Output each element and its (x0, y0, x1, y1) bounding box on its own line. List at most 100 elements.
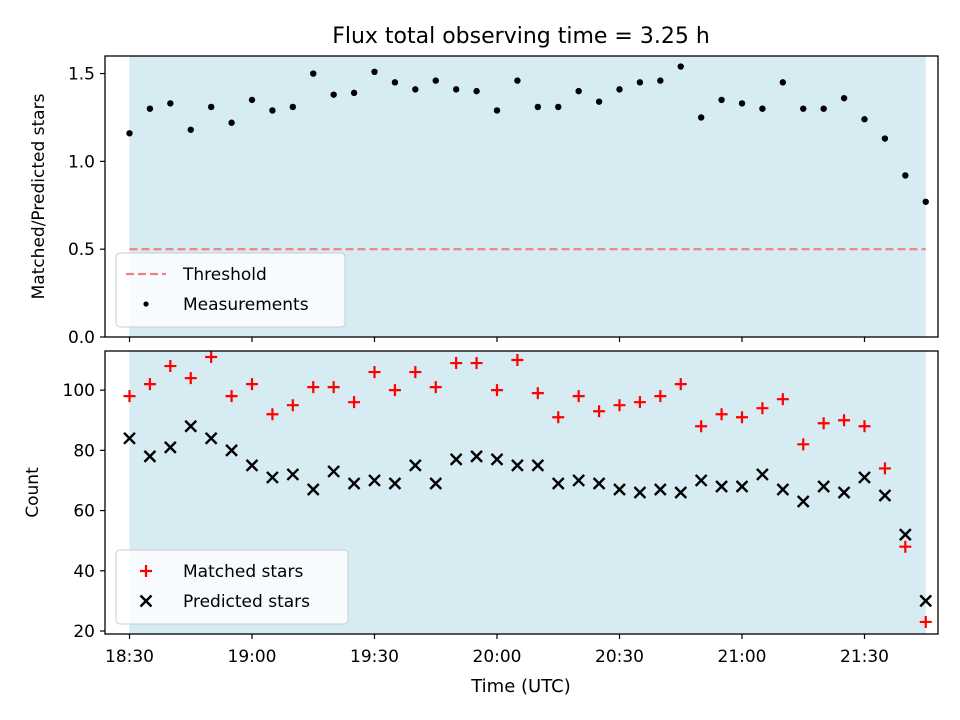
ratio-panel: 0.0 0.5 1.0 1.5 Matched/Predicted stars Thres… (29, 55, 939, 348)
data-point (225, 390, 238, 403)
data-point (592, 477, 606, 490)
data-point (408, 459, 422, 472)
data-point (368, 366, 381, 379)
axes-frame (104, 55, 939, 338)
data-point (391, 79, 399, 86)
data-point (327, 381, 340, 394)
data-point (470, 450, 483, 463)
data-point (248, 96, 256, 104)
data-point (919, 615, 932, 628)
data-point (490, 453, 504, 466)
data-point (167, 100, 174, 107)
data-point (837, 486, 851, 499)
data-point (184, 372, 197, 385)
legend-matched-swatch (140, 565, 152, 577)
data-point (123, 390, 136, 403)
legend-box (115, 549, 349, 625)
data-point (307, 381, 320, 394)
x-tick-label: 20:30 (595, 647, 644, 667)
data-point (371, 68, 378, 76)
x-tick-label: 21:00 (718, 647, 767, 667)
series-matched-stars (123, 351, 932, 628)
data-point (123, 431, 136, 445)
data-point (902, 172, 909, 179)
legend-predicted-swatch (139, 594, 153, 608)
data-point (330, 91, 337, 98)
axes-frame (104, 350, 939, 635)
data-point (511, 459, 524, 472)
data-point (817, 417, 830, 430)
data-point (205, 351, 218, 364)
data-point (738, 100, 746, 107)
x-tick-label: 19:30 (350, 647, 399, 667)
data-point (776, 483, 790, 496)
data-point (347, 477, 361, 490)
legend-label: Predicted stars (183, 592, 310, 612)
data-point (126, 130, 133, 137)
y-tick-label: 0.5 (68, 240, 95, 260)
data-point (657, 77, 664, 84)
data-point (697, 114, 705, 121)
y-tick-label: 0.0 (68, 328, 95, 348)
y-tick-label: 40 (73, 562, 95, 582)
data-point (838, 414, 851, 427)
data-point (306, 483, 320, 496)
data-point (715, 408, 728, 421)
data-point (473, 87, 480, 95)
y-tick-label: 1.0 (68, 152, 95, 172)
data-point (164, 360, 177, 373)
y-tick-label: 20 (73, 622, 95, 642)
data-point (633, 486, 647, 499)
data-point (572, 474, 586, 487)
y-tick-label: 80 (73, 441, 95, 461)
data-point (269, 107, 276, 114)
data-point (184, 419, 198, 433)
data-point (820, 105, 827, 112)
data-point (146, 105, 154, 112)
data-point (840, 94, 848, 102)
data-point (204, 431, 218, 445)
data-point (919, 594, 933, 608)
data-point (491, 384, 503, 397)
data-point (858, 420, 871, 433)
x-tick-label: 18:30 (105, 647, 154, 667)
data-point (143, 450, 157, 463)
data-point (575, 87, 582, 95)
data-point (310, 70, 317, 77)
data-point (449, 453, 463, 466)
data-point (735, 480, 749, 493)
data-point (796, 495, 810, 508)
data-point (653, 483, 667, 496)
legend-measurements-swatch (143, 301, 149, 307)
data-point (348, 396, 361, 409)
data-point (595, 98, 603, 105)
data-point (412, 86, 419, 93)
x-tick-label: 19:00 (228, 647, 277, 667)
data-point (613, 399, 626, 412)
data-point (187, 126, 194, 133)
data-point (858, 471, 871, 484)
data-point (677, 63, 684, 70)
data-point (613, 483, 626, 496)
y-tick-label: 60 (73, 502, 95, 522)
data-point (736, 411, 748, 424)
data-point (286, 468, 300, 481)
data-point (534, 103, 542, 111)
data-point (163, 440, 177, 454)
legend: Threshold Measurements (115, 252, 346, 328)
data-point (266, 408, 279, 421)
data-point (429, 381, 442, 394)
data-point (756, 402, 769, 415)
data-point (552, 411, 565, 424)
data-point (756, 468, 769, 481)
data-point (514, 77, 521, 84)
data-point (388, 384, 401, 397)
data-point (286, 399, 299, 412)
data-point (452, 86, 460, 93)
data-point (388, 477, 402, 490)
data-point (531, 387, 544, 400)
data-point (616, 86, 623, 93)
legend-label: Measurements (183, 295, 309, 315)
data-point (593, 405, 606, 418)
